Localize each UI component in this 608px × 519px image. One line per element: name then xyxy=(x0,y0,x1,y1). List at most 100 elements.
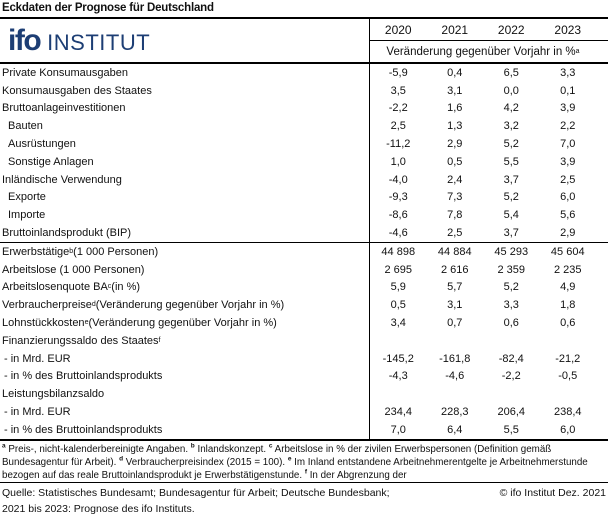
value-cell: 228,3 xyxy=(440,406,469,419)
table-row: Importe -8,6 7,8 5,4 5,6 xyxy=(0,206,608,225)
value-cell: -5,9 xyxy=(388,66,408,79)
value-cell: -145,2 xyxy=(382,352,414,365)
value-cell: 3,7 xyxy=(503,173,519,186)
value-cell: 3,1 xyxy=(447,84,463,97)
value-cell: 0,6 xyxy=(560,317,576,330)
value-cell: 6,4 xyxy=(447,423,463,436)
row-label: Arbeitslosenquote BA c (in %) xyxy=(0,278,370,297)
row-values: 7,0 6,4 5,5 6,0 xyxy=(370,424,608,436)
row-label: Bruttoinlandsprodukt (BIP) xyxy=(0,224,370,242)
value-cell: 2,5 xyxy=(447,227,463,240)
row-label: Lohnstückkosten e (Veränderung gegenüber … xyxy=(0,314,370,332)
row-label: Finanzierungssaldo des Staates f xyxy=(0,331,370,350)
row-label: Arbeitslose (1 000 Personen) xyxy=(0,260,370,279)
value-cell: -9,3 xyxy=(388,191,408,204)
table-row: Bauten 2,5 1,3 3,2 2,2 xyxy=(0,117,608,136)
value-cell: 3,2 xyxy=(503,120,519,133)
row-values: 44 898 44 884 45 293 45 604 xyxy=(370,246,608,258)
value-cell: 2,9 xyxy=(447,138,463,151)
value-cell: 3,4 xyxy=(390,317,406,330)
value-cell: -4,0 xyxy=(388,173,408,186)
copyright-text: © ifo Institut Dez. 2021 xyxy=(499,486,606,499)
row-values: 234,4 228,3 206,4 238,4 xyxy=(370,406,608,418)
value-cell: -11,2 xyxy=(386,138,411,151)
value-cell: -0,5 xyxy=(558,370,578,383)
value-cell: 2,2 xyxy=(560,120,576,133)
value-cell: -4,6 xyxy=(445,370,465,383)
row-values: 1,0 0,5 5,5 3,9 xyxy=(370,156,608,168)
logo-cell: ifo INSTITUT xyxy=(0,19,370,62)
subheader-row: Veränderung gegenüber Vorjahr in % a xyxy=(386,45,580,58)
year-column-header: 2021 xyxy=(441,22,469,37)
row-label: - in Mrd. EUR xyxy=(0,403,370,421)
table-header: ifo INSTITUT 2020 2021 2022 2023 Veränderun… xyxy=(0,19,608,64)
value-cell: 3,1 xyxy=(447,299,463,312)
value-cell: 2 359 xyxy=(497,263,526,276)
row-label: Konsumausgaben des Staates xyxy=(0,81,370,100)
value-cell: 0,7 xyxy=(447,317,463,330)
value-cell: 7,0 xyxy=(390,423,406,436)
row-label: - in % des Bruttoinlandsprodukts xyxy=(0,367,370,386)
year-column-header: 2022 xyxy=(497,22,525,37)
value-cell: -82,4 xyxy=(498,352,524,365)
row-values: 5,9 5,7 5,2 4,9 xyxy=(370,281,608,293)
value-cell: 2,5 xyxy=(560,173,576,186)
row-label: Ausrüstungen xyxy=(0,135,370,153)
row-label: Importe xyxy=(0,206,370,225)
row-label: - in % des Bruttoinlandsprodukts xyxy=(0,420,370,439)
table-row: Arbeitslose (1 000 Personen) 2 695 2 616 2 … xyxy=(0,260,608,279)
row-label: Inländische Verwendung xyxy=(0,170,370,189)
value-cell: 2,9 xyxy=(560,227,576,240)
row-label: Exporte xyxy=(0,188,370,207)
source-line-1: Quelle: Statistisches Bundesamt; Bundesa… xyxy=(2,485,606,501)
row-label: - in Mrd. EUR xyxy=(0,349,370,368)
row-values: -4,3 -4,6 -2,2 -0,5 xyxy=(370,370,608,382)
value-cell: 5,4 xyxy=(503,209,519,222)
table-row: - in Mrd. EUR -145,2 -161,8 -82,4 -21,2 xyxy=(0,349,608,368)
value-cell: 5,7 xyxy=(447,281,463,294)
value-cell: 7,3 xyxy=(447,191,463,204)
value-cell: 45 604 xyxy=(550,245,585,258)
value-cell: 6,0 xyxy=(560,191,576,204)
row-label: Sonstige Anlagen xyxy=(0,152,370,171)
row-values: -5,9 0,4 6,5 3,3 xyxy=(370,67,608,79)
value-cell: 2 695 xyxy=(384,263,413,276)
logo-institut-text: INSTITUT xyxy=(47,29,151,55)
table-row: Private Konsumausgaben -5,9 0,4 6,5 3,3 xyxy=(0,64,608,82)
value-cell: 5,5 xyxy=(503,423,519,436)
source-text: Quelle: Statistisches Bundesamt; Bundesa… xyxy=(2,486,390,499)
value-cell: -2,2 xyxy=(501,370,521,383)
value-cell: 0,0 xyxy=(503,84,519,97)
row-values: -4,6 2,5 3,7 2,9 xyxy=(370,227,608,239)
value-cell: 5,2 xyxy=(503,281,519,294)
table-row: Exporte -9,3 7,3 5,2 6,0 xyxy=(0,188,608,207)
table-row: Leistungsbilanzsaldo xyxy=(0,385,608,404)
ifo-institut-logo: ifo INSTITUT xyxy=(8,25,151,56)
page-title: Eckdaten der Prognose für Deutschland xyxy=(0,0,608,19)
value-cell: -8,6 xyxy=(388,209,408,222)
value-cell: 5,5 xyxy=(503,155,519,168)
table-row: Ausrüstungen -11,2 2,9 5,2 7,0 xyxy=(0,135,608,153)
value-cell: 3,7 xyxy=(503,227,519,240)
row-values: -2,2 1,6 4,2 3,9 xyxy=(370,102,608,114)
source-section: Quelle: Statistisches Bundesamt; Bundesa… xyxy=(0,481,608,517)
row-values: -4,0 2,4 3,7 2,5 xyxy=(370,174,608,186)
row-label: Verbraucherpreise d (Veränderung gegenübe… xyxy=(0,296,370,315)
row-values: -11,2 2,9 5,2 7,0 xyxy=(370,138,608,150)
row-values: 2 695 2 616 2 359 2 235 xyxy=(370,264,608,276)
value-cell: -2,2 xyxy=(388,102,408,115)
table-row: Arbeitslosenquote BA c (in %) 5,9 5,7 5,2 4,9 xyxy=(0,278,608,297)
value-cell: 3,3 xyxy=(503,299,519,312)
years-row: 2020 2021 2022 2023 xyxy=(370,19,608,41)
value-cell: 0,4 xyxy=(447,66,463,79)
table-body: Private Konsumausgaben -5,9 0,4 6,5 3,3 Konsu… xyxy=(0,64,608,441)
value-cell: 2,5 xyxy=(390,120,406,133)
value-cell: 1,6 xyxy=(447,102,463,115)
value-cell: 3,9 xyxy=(560,102,576,115)
table-row: Inländische Verwendung -4,0 2,4 3,7 2,5 xyxy=(0,170,608,189)
value-cell: 234,4 xyxy=(384,406,413,419)
row-values: -9,3 7,3 5,2 6,0 xyxy=(370,191,608,203)
value-cell: 5,9 xyxy=(390,281,406,294)
row-values: 3,4 0,7 0,6 0,6 xyxy=(370,317,608,329)
value-cell: 2,4 xyxy=(447,173,463,186)
